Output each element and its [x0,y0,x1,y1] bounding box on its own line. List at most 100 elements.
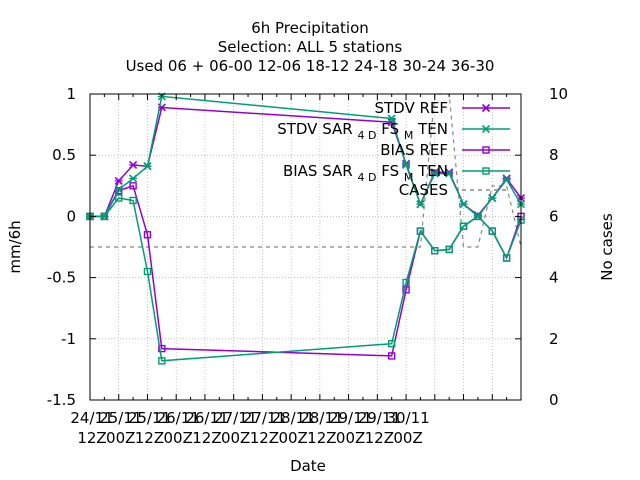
chart-subtitle-selection: Selection: ALL 5 stations [218,38,403,56]
legend-item: BIAS REF [380,141,510,159]
y2-axis: 10 8 6 4 2 0 [515,85,568,409]
y-tick-label: -1 [61,330,76,348]
data-point [430,168,439,177]
y-tick-label: 0.5 [52,146,76,164]
title-block: 6h Precipitation Selection: ALL 5 statio… [126,19,495,75]
series-layer [85,92,526,365]
y-axis-label: mm/6h [6,220,24,273]
legend-item: BIAS SAR 4 D FS M TEN [283,162,510,184]
x-tick-label-date: 29/11 [358,409,401,427]
x-tick-label-date: 30/11 [386,409,429,427]
x-tick-label-date: 26/11 [185,409,228,427]
data-point [402,278,410,287]
legend-label: BIAS REF [380,141,448,159]
x-axis: 24/11 12Z 25/11 00Z 25/11 12Z 26/11 00Z 26/11 12Z… [70,94,522,447]
data-point [473,212,482,221]
series-3 [86,182,525,360]
x-tick-label-date: 29/11 [329,409,372,427]
y-tick-label: -0.5 [47,269,76,287]
data-point [431,246,439,255]
y2-tick-label: 0 [549,391,559,409]
data-point [488,227,496,235]
legend-marker [482,146,490,154]
data-point [158,357,166,365]
x-tick-label-time: 12Z [135,429,164,447]
data-point [143,231,152,239]
series-2 [85,92,526,221]
x-axis-label: Date [290,457,326,475]
series-line [90,184,522,357]
legend-label-part: 4 D [357,171,376,184]
data-point [100,212,109,221]
x-tick-label-time: 00Z [164,429,193,447]
data-point [129,174,138,183]
legend-label: BIAS SAR 4 D FS M TEN [283,162,448,184]
legend-marker [482,167,490,175]
x-tick-label-date: 25/11 [99,409,142,427]
x-tick-label-time: 00Z [336,429,365,447]
legend-item: STDV REF [374,99,510,117]
y2-axis-label: No cases [598,213,616,281]
data-point [115,194,123,202]
data-point [445,168,454,177]
y-axis: 1 0.5 0 -0.5 -1 -1.5 [47,85,96,409]
legend-label-part: 4 D [357,129,376,142]
data-point [459,222,468,230]
x-tick-label-time: 00Z [278,429,307,447]
data-point [445,169,454,178]
y2-tick-label: 6 [549,207,559,225]
x-tick-label-time: 12Z [250,429,279,447]
x-tick-label-date: 28/11 [272,409,315,427]
data-point [129,160,138,170]
data-point [402,286,410,294]
legend-label: STDV SAR 4 D FS M TEN [277,120,448,142]
series-5 [90,93,522,248]
data-point [488,193,497,203]
x-tick-label-time: 00Z [393,429,422,447]
x-tick-label-date: 27/11 [243,409,286,427]
legend-label-part: STDV SAR [277,120,357,138]
legend-label: CASES [399,181,448,199]
y2-tick-label: 8 [549,146,559,164]
legend-label-part: FS [376,120,403,138]
series-line [90,95,522,218]
data-point [143,267,152,276]
data-point [158,344,166,353]
x-tick-label-date: 26/11 [157,409,200,427]
legend-label: STDV REF [374,99,448,117]
legend-label-part: M [404,129,414,142]
legend-item: CASES [399,181,510,199]
legend-marker [481,103,491,113]
x-tick-label-time: 00Z [106,429,135,447]
data-point [143,162,152,171]
legend-marker [481,124,491,134]
x-tick-label-time: 00Z [221,429,250,447]
y2-tick-label: 4 [549,269,559,287]
y-tick-label: 1 [66,85,76,103]
legend-label-part: BIAS SAR [283,162,358,180]
y-tick-label: 0 [66,207,76,225]
x-tick-label-date: 27/11 [214,409,257,427]
legend-item: STDV SAR 4 D FS M TEN [277,120,510,142]
data-point [388,352,396,360]
series-line [90,197,522,362]
data-point [445,245,453,254]
y2-tick-label: 10 [549,85,568,103]
legend-label-part: TEN [413,120,448,138]
data-point [502,175,511,184]
legend-label-part: M [404,171,414,184]
series-line [90,93,522,248]
legend-label-part: TEN [413,162,448,180]
x-tick-label-time: 12Z [192,429,221,447]
data-point [402,160,411,170]
data-point [502,254,511,262]
x-tick-label-date: 24/11 [70,409,113,427]
grid [90,94,521,400]
data-point [129,182,137,190]
data-point [114,185,123,194]
legend-label-part: FS [376,162,403,180]
x-tick-label-date: 28/11 [300,409,343,427]
x-tick-label-date: 25/11 [128,409,171,427]
